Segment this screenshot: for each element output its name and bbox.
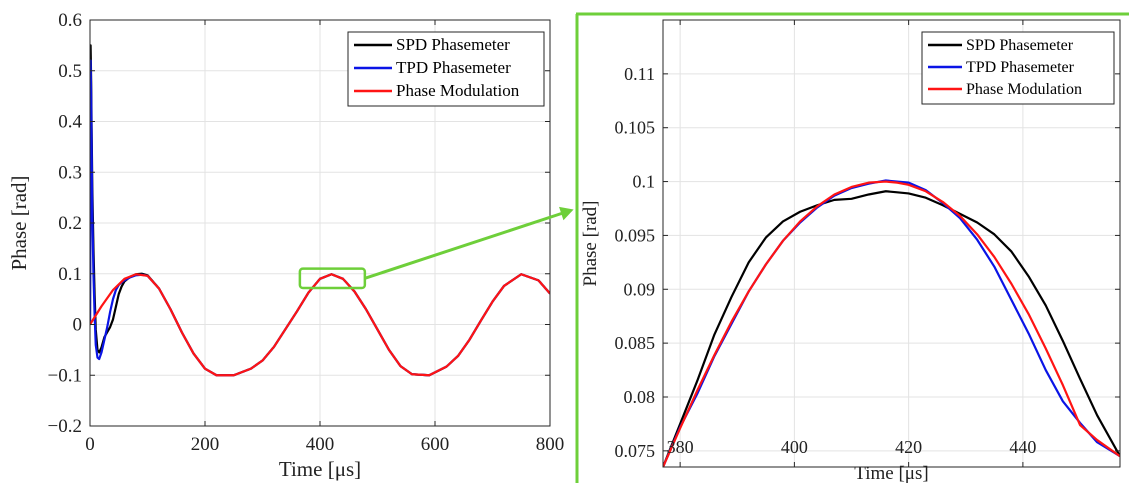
left-chart-panel: 0 200 400 600 800 −0.2 −0.1 0 0.1 0.2 0.3 0.4 0.5 0.6… [7,10,564,481]
right-y-axis-label: Phase [rad] [580,201,601,287]
zoom-highlight-box [298,267,367,290]
left-modulation-series [90,273,550,377]
right-ticks: 380 400 420 440 0.075 0.08 0.085 0.09 0.095 0.1 0.… [615,20,1120,467]
right-y-tick-label: 0.09 [624,279,656,299]
right-x-tick-label: 400 [781,437,808,457]
left-y-tick-label: 0 [73,315,83,336]
left-y-tick-label: 0.1 [58,264,82,285]
left-x-tick-label: 600 [421,434,450,455]
right-legend: SPD Phasemeter TPD Phasemeter Phase Modula… [921,31,1115,105]
right-legend-label-tpd-series: TPD Phasemeter [966,59,1075,76]
left-y-tick-label: 0.5 [58,61,82,82]
left-ticks: 0 200 400 600 800 −0.2 −0.1 0 0.1 0.2 0.3 0.4 0.5 0.6 [48,10,565,455]
left-y-axis-label: Phase [rad] [7,175,31,270]
right-y-tick-label: 0.08 [624,387,656,407]
left-x-tick-label: 200 [191,434,220,455]
left-y-tick-label: 0.3 [58,162,82,183]
right-legend-label-spd-series: SPD Phasemeter [966,37,1074,54]
right-y-tick-label: 0.095 [615,225,656,245]
left-series-group [90,44,550,377]
left-legend: SPD Phasemeter TPD Phasemeter Phase Modula… [347,31,545,107]
zoom-connector [364,206,574,280]
right-y-tick-label: 0.075 [615,441,656,461]
zoom-connector-line [364,210,567,280]
right-x-axis-label: Time [μs] [854,463,928,483]
left-legend-label-modulation-series: Phase Modulation [396,81,520,100]
left-y-tick-label: −0.1 [48,365,82,386]
right-series-group [663,179,1120,467]
right-chart-panel: 380 400 420 440 0.075 0.08 0.085 0.09 0.095 0.1 0.… [575,12,1129,483]
right-plot-frame [662,19,1121,468]
right-x-tick-label: 380 [667,437,694,457]
right-x-tick-label: 440 [1009,437,1036,457]
right-modulation-series [663,180,1120,467]
left-y-tick-label: 0.2 [58,213,82,234]
left-legend-label-tpd-series: TPD Phasemeter [396,58,511,77]
right-x-tick-label: 420 [895,437,922,457]
left-y-tick-label: 0.6 [58,10,82,31]
left-y-tick-label: −0.2 [48,416,82,437]
right-y-tick-label: 0.105 [615,118,656,138]
right-y-tick-label: 0.085 [615,333,656,353]
left-x-tick-label: 400 [306,434,335,455]
right-y-tick-label: 0.11 [624,64,655,84]
right-spd-series [663,190,1120,467]
left-x-tick-label: 800 [536,434,565,455]
left-legend-label-spd-series: SPD Phasemeter [396,35,510,54]
right-y-tick-label: 0.1 [633,172,656,192]
left-x-tick-label: 0 [85,434,95,455]
zoom-arrow-head [559,206,574,221]
right-legend-label-modulation-series: Phase Modulation [966,81,1082,98]
left-y-tick-label: 0.4 [58,112,82,133]
left-x-axis-label: Time [μs] [279,457,361,481]
